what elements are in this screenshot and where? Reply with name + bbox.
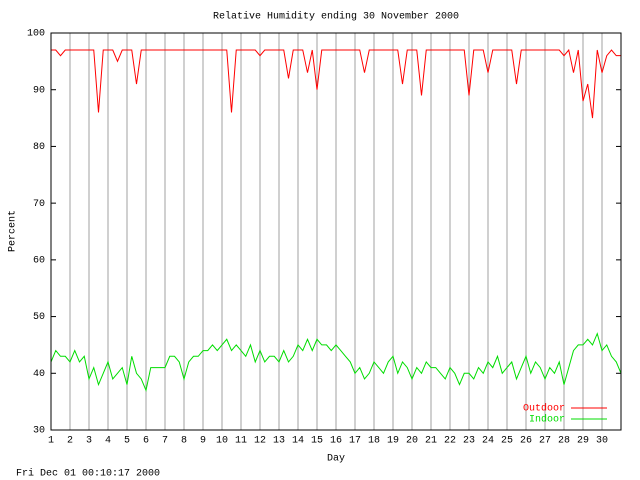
footer-timestamp: Fri Dec 01 00:10:17 2000: [16, 468, 160, 480]
y-axis-label: Percent: [8, 210, 19, 252]
y-tick-label: 70: [33, 199, 45, 210]
y-tick-label: 80: [33, 142, 45, 153]
x-tick-label: 7: [162, 436, 168, 447]
y-tick-label: 50: [33, 312, 45, 323]
x-tick-label: 14: [292, 436, 304, 447]
plot-frame: [50, 32, 622, 431]
x-tick-label: 26: [520, 436, 532, 447]
y-tick-label: 30: [33, 426, 45, 437]
x-tick-label: 10: [216, 436, 228, 447]
y-tick-label: 60: [33, 255, 45, 266]
chart-title: Relative Humidity ending 30 November 200…: [213, 11, 459, 23]
x-tick-label: 15: [311, 436, 323, 447]
series-line: [50, 332, 622, 392]
legend-label: Outdoor: [523, 403, 565, 415]
x-tick-label: 2: [67, 436, 73, 447]
x-tick-label: 24: [482, 436, 494, 447]
x-tick-label: 11: [235, 436, 247, 447]
x-tick-label: 4: [105, 436, 111, 447]
x-tick-label: 27: [539, 436, 551, 447]
x-tick-label: 19: [387, 436, 399, 447]
y-tick-label: 40: [33, 369, 45, 380]
y-tick-label: 100: [27, 29, 45, 40]
x-tick-label: 29: [577, 436, 589, 447]
x-tick-label: 6: [143, 436, 149, 447]
series-line: [51, 48, 621, 119]
x-tick-label: 22: [444, 436, 456, 447]
x-tick-label: 18: [368, 436, 380, 447]
x-tick-label: 28: [558, 436, 570, 447]
x-tick-label: 12: [254, 436, 266, 447]
x-tick-label: 20: [406, 436, 418, 447]
x-tick-label: 9: [200, 436, 206, 447]
y-tick-label: 90: [33, 85, 45, 96]
x-tick-label: 25: [501, 436, 513, 447]
x-tick-label: 5: [124, 436, 130, 447]
x-tick-label: 23: [463, 436, 475, 447]
x-tick-label: 16: [330, 436, 342, 447]
x-axis-label: Day: [327, 454, 345, 465]
x-tick-label: 3: [86, 436, 92, 447]
x-tick-label: 1: [48, 436, 54, 447]
x-tick-label: 17: [349, 436, 361, 447]
x-tick-label: 8: [181, 436, 187, 447]
x-tick-label: 30: [596, 436, 608, 447]
x-tick-label: 21: [425, 436, 437, 447]
x-tick-label: 13: [273, 436, 285, 447]
legend-label: Indoor: [529, 414, 565, 426]
